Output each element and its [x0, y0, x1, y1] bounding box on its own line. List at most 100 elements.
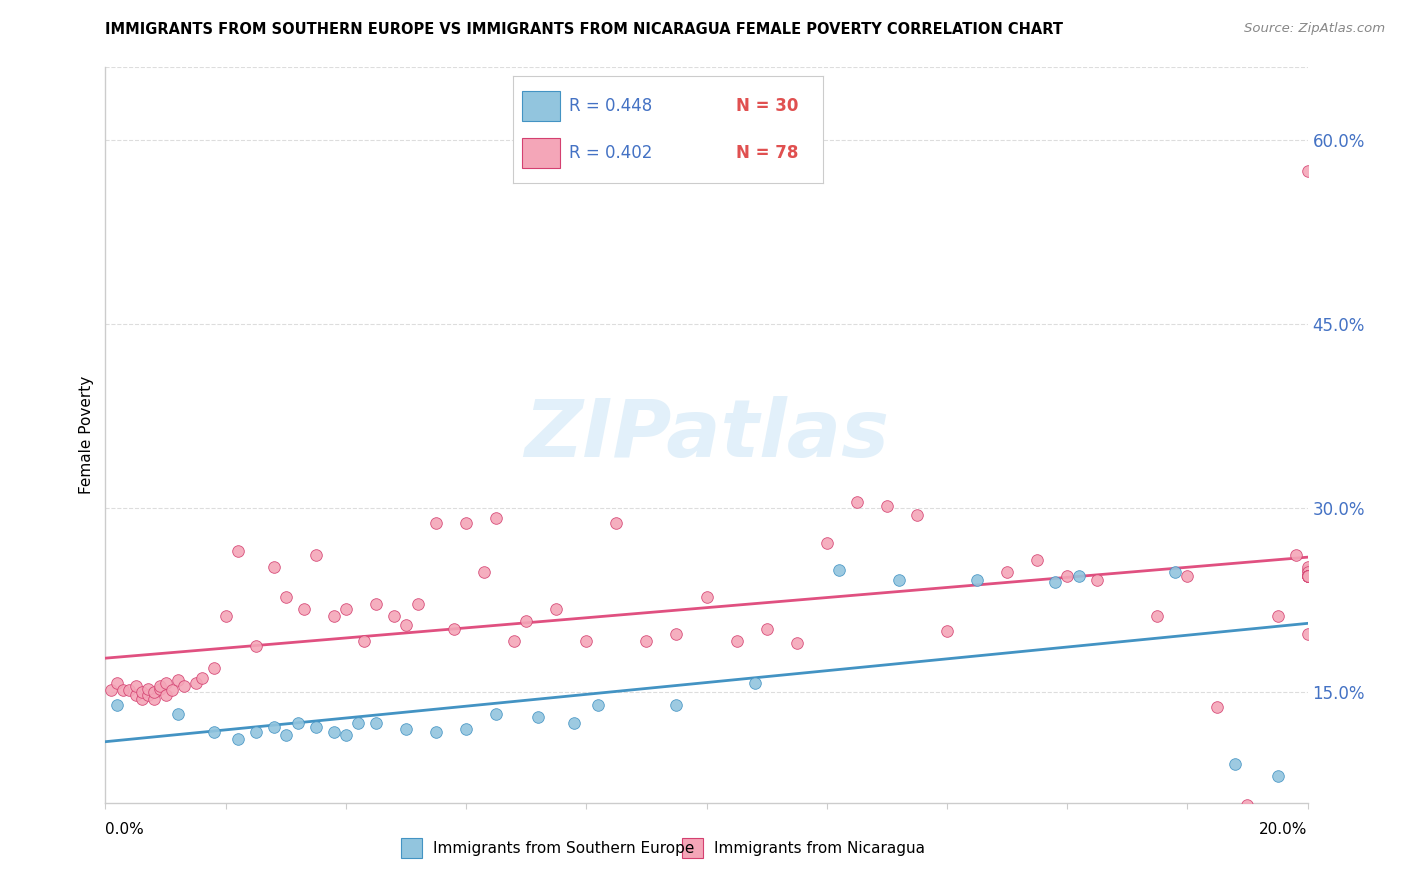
Point [335, 602, 357, 616]
Point [131, 691, 153, 706]
Point [142, 685, 165, 699]
Point [160, 683, 183, 698]
Point [292, 602, 315, 616]
Point [454, 723, 477, 737]
Point [322, 609, 344, 624]
Point [202, 724, 225, 739]
Point [1296, 569, 1319, 583]
Point [936, 624, 959, 639]
Point [454, 516, 477, 531]
Point [166, 673, 188, 688]
Text: R = 0.448: R = 0.448 [569, 97, 652, 115]
Point [966, 573, 988, 587]
Point [226, 544, 249, 558]
Point [665, 698, 688, 712]
Point [1164, 566, 1187, 580]
Point [485, 511, 508, 525]
Point [136, 681, 159, 696]
Point [1236, 798, 1258, 813]
Point [100, 683, 122, 698]
Point [364, 597, 387, 611]
Point [353, 633, 375, 648]
Point [725, 633, 748, 648]
Point [107, 698, 129, 712]
Text: Source: ZipAtlas.com: Source: ZipAtlas.com [1244, 22, 1385, 36]
Point [1056, 569, 1078, 583]
Point [148, 679, 170, 693]
Point [605, 516, 627, 531]
Point [1284, 548, 1306, 562]
Point [190, 671, 212, 685]
Point [887, 573, 910, 587]
Point [263, 720, 285, 734]
Point [245, 724, 267, 739]
Point [124, 688, 146, 702]
Point [118, 683, 141, 698]
Text: Immigrants from Southern Europe: Immigrants from Southern Europe [433, 841, 695, 855]
Point [107, 675, 129, 690]
Point [696, 590, 718, 604]
Point [515, 615, 537, 629]
Point [1296, 569, 1319, 583]
Point [335, 728, 357, 742]
Point [876, 499, 898, 513]
Point [347, 716, 370, 731]
Point [287, 716, 309, 731]
Text: N = 30: N = 30 [735, 97, 799, 115]
Point [305, 720, 328, 734]
Point [136, 688, 159, 702]
Point [485, 707, 508, 722]
Point [1069, 569, 1091, 583]
Point [1296, 569, 1319, 583]
Point [124, 679, 146, 693]
Text: 0.0%: 0.0% [105, 822, 145, 837]
Point [1296, 563, 1319, 577]
Point [263, 560, 285, 574]
Point [322, 724, 344, 739]
Point [395, 618, 418, 632]
Text: IMMIGRANTS FROM SOUTHERN EUROPE VS IMMIGRANTS FROM NICARAGUA FEMALE POVERTY CORR: IMMIGRANTS FROM SOUTHERN EUROPE VS IMMIG… [105, 22, 1063, 37]
Point [425, 724, 447, 739]
Point [588, 698, 610, 712]
Point [274, 590, 297, 604]
Point [142, 691, 165, 706]
Point [245, 639, 267, 653]
Bar [523, 91, 560, 120]
Point [562, 716, 585, 731]
Point [166, 707, 188, 722]
Point [155, 688, 177, 702]
Point [1175, 569, 1198, 583]
Point [173, 679, 195, 693]
Point [575, 633, 598, 648]
Point [1296, 569, 1319, 583]
Point [1296, 164, 1319, 178]
Point [406, 597, 429, 611]
Point [1267, 609, 1289, 624]
Point [1296, 569, 1319, 583]
Point [1146, 609, 1168, 624]
Point [1296, 569, 1319, 583]
Point [1296, 566, 1319, 580]
Bar [401, 838, 422, 858]
Point [112, 683, 135, 698]
Text: 20.0%: 20.0% [1260, 822, 1308, 837]
Point [395, 723, 418, 737]
Point [131, 685, 153, 699]
Point [636, 633, 658, 648]
Point [155, 675, 177, 690]
Point [364, 716, 387, 731]
Text: N = 78: N = 78 [735, 144, 799, 161]
Point [226, 731, 249, 746]
Point [184, 675, 207, 690]
Point [815, 535, 838, 549]
Point [1043, 575, 1066, 590]
Point [274, 728, 297, 742]
Point [845, 495, 868, 509]
Point [1296, 560, 1319, 574]
Point [1206, 700, 1229, 714]
Point [1296, 626, 1319, 640]
Text: R = 0.402: R = 0.402 [569, 144, 652, 161]
Bar [523, 138, 560, 168]
Point [1267, 769, 1289, 783]
Point [665, 626, 688, 640]
